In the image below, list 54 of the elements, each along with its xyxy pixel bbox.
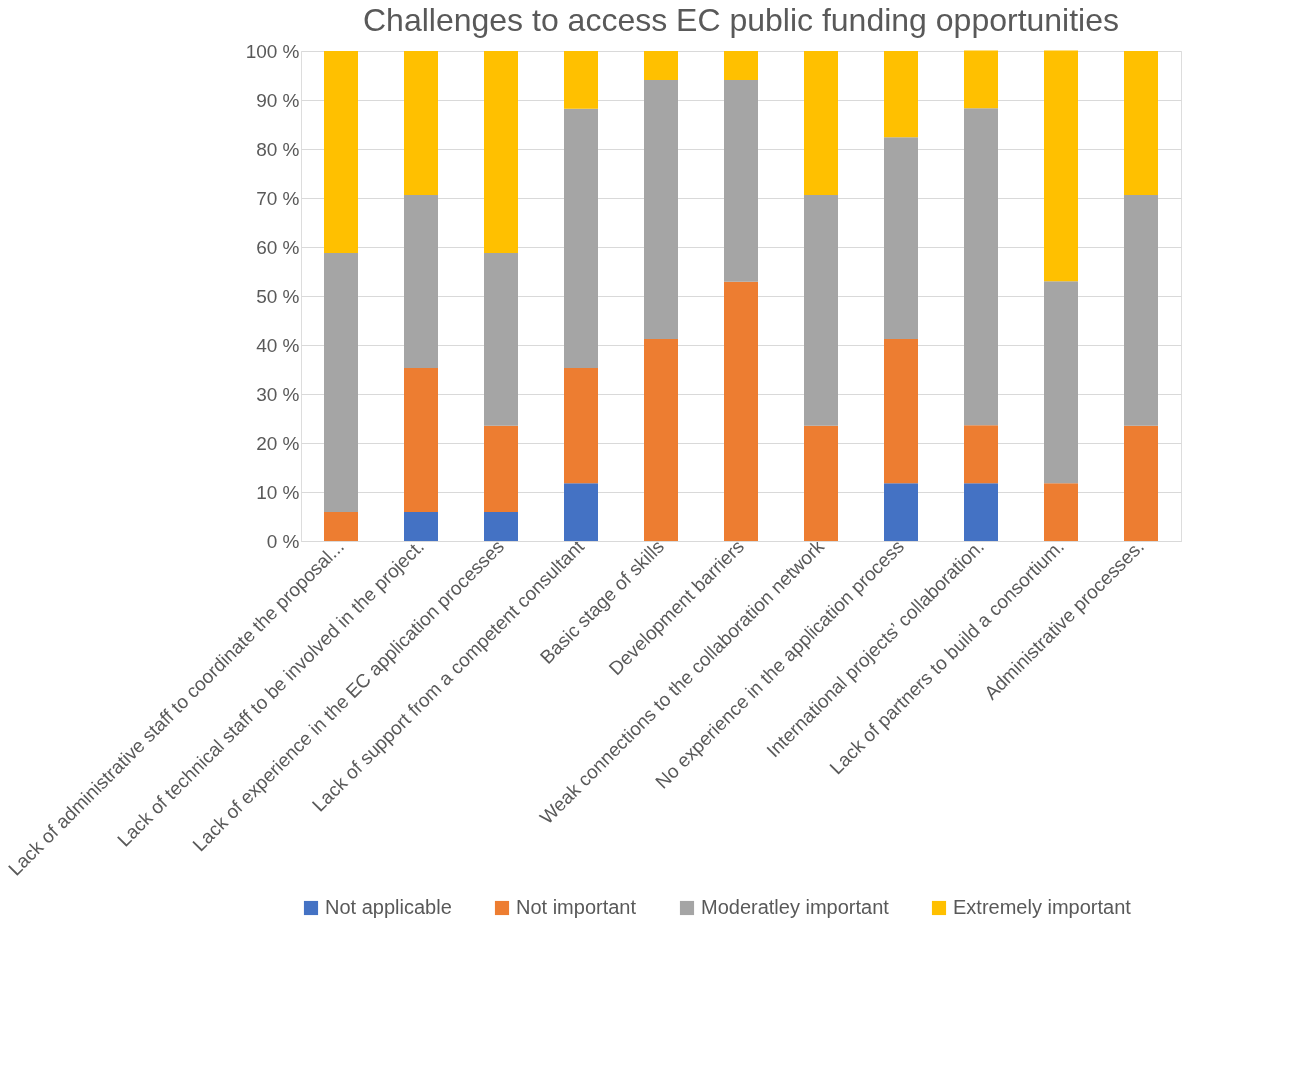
bar (964, 425, 998, 484)
bar (564, 51, 598, 109)
bar (724, 51, 758, 80)
y-tick-label: 40 % (256, 334, 300, 356)
bar (724, 281, 758, 541)
bar (1124, 425, 1158, 541)
bar (884, 483, 918, 541)
bar (884, 339, 918, 484)
bar (484, 51, 518, 253)
bar (404, 51, 438, 196)
y-tick-label: 20 % (256, 432, 300, 454)
bar (484, 512, 518, 541)
y-tick-label: 10 % (256, 481, 300, 503)
bar (724, 79, 758, 282)
legend-label: Extremely important (953, 896, 1132, 918)
bar (1044, 50, 1078, 282)
bar (644, 51, 678, 80)
y-tick-label: 50 % (256, 285, 300, 307)
y-tick-label: 0 % (266, 530, 300, 552)
bar (804, 425, 838, 541)
y-tick-label: 90 % (256, 89, 300, 111)
y-tick-label: 30 % (256, 383, 300, 405)
legend-label: Not applicable (325, 896, 452, 918)
bar (324, 512, 358, 541)
y-tick-label: 70 % (256, 187, 300, 209)
legend-label: Moderatley important (701, 896, 890, 918)
bar (804, 195, 838, 426)
y-tick-label: 80 % (256, 138, 300, 160)
bar (964, 483, 998, 541)
y-tick-label: 60 % (256, 236, 300, 258)
chart-title: Challenges to access EC public funding opportunities (362, 2, 1120, 38)
bar (964, 50, 998, 109)
y-tick-label: 100 % (245, 40, 300, 62)
bar (884, 137, 918, 340)
bar (564, 483, 598, 541)
bar (404, 368, 438, 513)
bar (964, 108, 998, 426)
bar (644, 79, 678, 340)
bar (324, 252, 358, 513)
bar (404, 195, 438, 369)
bar (404, 512, 438, 541)
bar (804, 51, 838, 196)
bar (884, 51, 918, 138)
bar (644, 339, 678, 541)
bar (1044, 281, 1078, 484)
bar (1124, 51, 1158, 196)
bar (484, 425, 518, 513)
bar (564, 108, 598, 369)
bar (1044, 483, 1078, 541)
legend-label: Not important (516, 896, 637, 918)
bar (324, 51, 358, 253)
bar (1124, 195, 1158, 426)
bar (564, 368, 598, 484)
bar (484, 252, 518, 426)
